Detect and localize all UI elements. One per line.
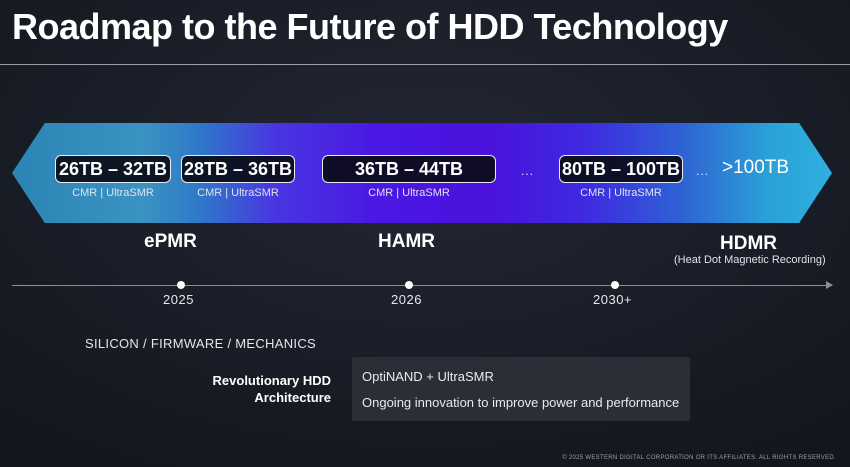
capacity-pill-36-44tb: 36TB – 44TB [322, 155, 496, 183]
technology-label-hamr: HAMR [378, 231, 435, 252]
capacity-label-100tb-plus: >100TB [722, 157, 790, 178]
timeline-dot [177, 281, 185, 289]
section-heading: SILICON / FIRMWARE / MECHANICS [85, 336, 316, 351]
slide-title: Roadmap to the Future of HDD Technology [12, 6, 728, 47]
title-divider [0, 64, 850, 65]
capacity-pill-28-36tb: 28TB – 36TB [181, 155, 295, 183]
timeline-dot [405, 281, 413, 289]
technology-label-hdmr: HDMR [720, 233, 777, 254]
capacity-subtitle: CMR | UltraSMR [197, 187, 279, 199]
capacity-label: 26TB – 32TB [58, 158, 168, 179]
capacity-label: 36TB – 44TB [354, 158, 464, 179]
capacity-subtitle: CMR | UltraSMR [368, 187, 450, 199]
ellipsis: ... [696, 164, 710, 178]
timeline-axis [12, 285, 832, 286]
timeline-dot [611, 281, 619, 289]
timeline-year: 2030+ [593, 292, 633, 307]
timeline-arrow-icon [826, 281, 833, 289]
timeline-year: 2026 [391, 292, 422, 307]
capacity-pill-80-100tb: 80TB – 100TB [559, 155, 683, 183]
timeline-year: 2025 [163, 292, 194, 307]
architecture-label-line1: Revolutionary HDD [212, 373, 331, 388]
capacity-subtitle: CMR | UltraSMR [72, 187, 154, 199]
technology-label-epmr: ePMR [144, 231, 197, 252]
capacity-subtitle: CMR | UltraSMR [580, 187, 662, 199]
technology-subtitle-hdmr: (Heat Dot Magnetic Recording) [674, 254, 826, 266]
architecture-label-line2: Architecture [254, 390, 331, 405]
architecture-item: OptiNAND + UltraSMR [362, 369, 494, 384]
architecture-item: Ongoing innovation to improve power and … [362, 395, 680, 410]
capacity-label: 28TB – 36TB [183, 158, 293, 179]
capacity-label: 80TB – 100TB [561, 158, 681, 179]
capacity-pill-26-32tb: 26TB – 32TB [55, 155, 171, 183]
ellipsis: ... [521, 164, 535, 178]
copyright-footer: © 2025 WESTERN DIGITAL CORPORATION OR IT… [562, 455, 836, 461]
architecture-panel [352, 357, 690, 421]
